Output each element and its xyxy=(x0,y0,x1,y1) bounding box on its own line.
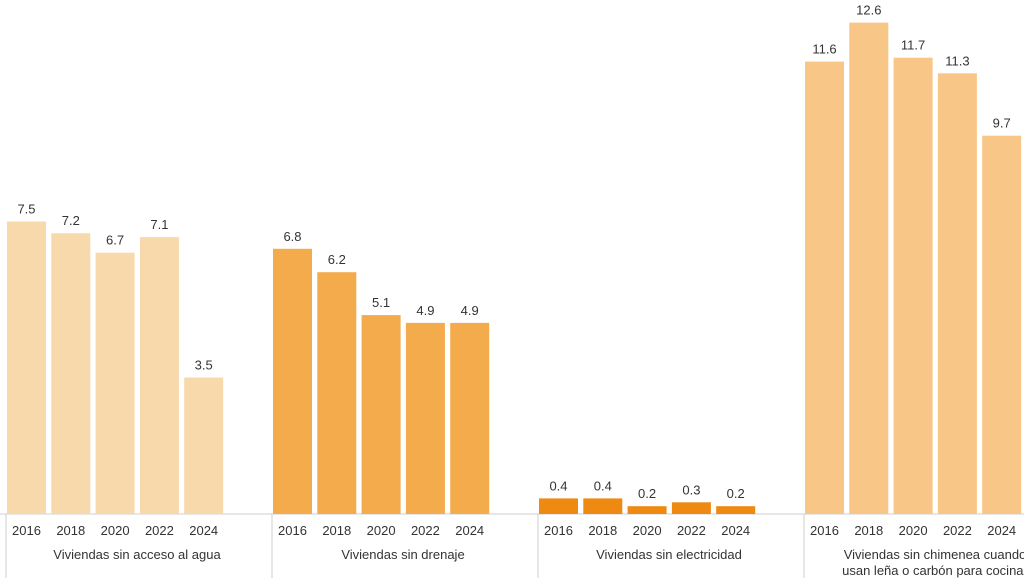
data-label: 0.4 xyxy=(594,478,612,493)
group-label: usan leña o carbón para cocinar xyxy=(842,563,1024,578)
data-label: 5.1 xyxy=(372,295,390,310)
data-label: 6.2 xyxy=(328,252,346,267)
bar xyxy=(51,233,91,514)
bar xyxy=(671,502,711,514)
bar xyxy=(184,377,224,514)
x-tick-label: 2016 xyxy=(278,523,307,538)
data-label: 7.2 xyxy=(62,213,80,228)
data-label: 0.2 xyxy=(638,486,656,501)
bar xyxy=(893,57,933,514)
bar xyxy=(539,498,578,514)
bar xyxy=(982,135,1022,514)
x-tick-label: 2016 xyxy=(12,523,41,538)
group-label: Viviendas sin electricidad xyxy=(596,547,742,562)
data-label: 7.1 xyxy=(150,217,168,232)
x-tick-label: 2022 xyxy=(943,523,972,538)
group-label: Viviendas sin acceso al agua xyxy=(53,547,221,562)
bar xyxy=(627,506,667,514)
x-tick-label: 2022 xyxy=(677,523,706,538)
x-tick-label: 2018 xyxy=(56,523,85,538)
data-label: 6.7 xyxy=(106,233,124,248)
x-tick-label: 2018 xyxy=(588,523,617,538)
data-label: 6.8 xyxy=(283,229,301,244)
bar xyxy=(716,506,756,514)
x-tick-label: 2020 xyxy=(899,523,928,538)
x-tick-label: 2024 xyxy=(721,523,750,538)
data-label: 7.5 xyxy=(17,202,35,217)
bar xyxy=(7,221,46,514)
x-tick-label: 2022 xyxy=(411,523,440,538)
data-label: 4.9 xyxy=(416,303,434,318)
data-label: 11.7 xyxy=(901,38,925,53)
bar xyxy=(805,61,844,514)
data-label: 9.7 xyxy=(993,116,1011,131)
x-tick-label: 2020 xyxy=(633,523,662,538)
data-label: 4.9 xyxy=(461,303,479,318)
x-tick-label: 2016 xyxy=(544,523,573,538)
bar xyxy=(405,322,445,514)
data-label: 11.6 xyxy=(812,42,836,57)
x-tick-label: 2024 xyxy=(455,523,484,538)
x-tick-label: 2022 xyxy=(145,523,174,538)
data-label: 11.3 xyxy=(945,53,969,68)
bar xyxy=(849,22,889,514)
x-tick-label: 2018 xyxy=(854,523,883,538)
data-label: 12.6 xyxy=(856,3,881,18)
x-tick-label: 2016 xyxy=(810,523,839,538)
bar xyxy=(95,252,135,514)
group-label: Viviendas sin chimenea cuando xyxy=(844,547,1024,562)
bar xyxy=(937,73,977,515)
x-tick-label: 2018 xyxy=(322,523,351,538)
bar xyxy=(450,322,490,514)
x-tick-label: 2020 xyxy=(101,523,130,538)
x-tick-label: 2024 xyxy=(987,523,1016,538)
data-label: 0.4 xyxy=(549,478,567,493)
group-label: Viviendas sin drenaje xyxy=(341,547,464,562)
x-tick-label: 2024 xyxy=(189,523,218,538)
bar xyxy=(139,237,179,514)
data-label: 0.3 xyxy=(682,482,700,497)
x-tick-label: 2020 xyxy=(367,523,396,538)
bar xyxy=(273,248,312,515)
bar xyxy=(317,272,357,514)
data-label: 0.2 xyxy=(727,486,745,501)
bar xyxy=(361,315,401,514)
data-label: 3.5 xyxy=(195,358,213,373)
bar xyxy=(583,498,623,514)
